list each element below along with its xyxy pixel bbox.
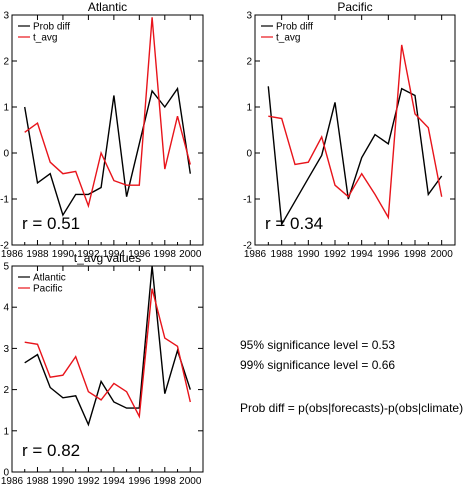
series-line-t-avg <box>268 44 443 220</box>
plot-frame <box>11 265 204 473</box>
y-tick-label: 3 <box>3 344 9 355</box>
x-tick-label: 1986 <box>1 476 24 487</box>
x-tick-label: 2000 <box>179 249 202 260</box>
x-tick-label: 1988 <box>26 249 49 260</box>
chart-title: Atlantic <box>88 0 127 14</box>
y-tick-label: 0 <box>3 149 9 160</box>
x-tick-label: 1990 <box>297 249 320 260</box>
chart-title: t_avg values <box>74 251 141 265</box>
x-tick-label: 1992 <box>324 249 347 260</box>
x-tick-label: 1992 <box>77 249 100 260</box>
y-tick-label: 2 <box>246 57 252 68</box>
y-tick-label: -2 <box>243 241 252 252</box>
x-tick-label: 1998 <box>404 249 427 260</box>
correlation-annotation: r = 0.82 <box>22 441 80 460</box>
y-tick-label: 3 <box>246 11 252 22</box>
x-tick-label: 1988 <box>26 476 49 487</box>
x-tick-label: 1994 <box>103 249 126 260</box>
y-tick-label: 1 <box>246 103 252 114</box>
significance-99-text: 99% significance level = 0.66 <box>240 358 396 372</box>
y-tick-label: 0 <box>3 468 9 479</box>
series-line-prob-diff <box>267 86 443 227</box>
y-tick-label: 5 <box>3 262 9 273</box>
x-tick-label: 2000 <box>431 249 454 260</box>
legend-label: Atlantic <box>33 273 66 284</box>
x-tick-label: 1998 <box>154 476 177 487</box>
chart-panel-2: Pacific 1986 1988 1990 1992 1994 1996 1998 2000 -… <box>243 0 456 260</box>
chart-title: Pacific <box>337 0 372 14</box>
x-tick-label: 1996 <box>128 476 151 487</box>
x-tick-label: 1998 <box>154 249 177 260</box>
y-tick-label: 2 <box>3 385 9 396</box>
x-tick-label: 1986 <box>244 249 267 260</box>
chart-panel-1: Atlantic 1986 1988 1990 1992 1994 1996 1998 2000… <box>0 0 204 260</box>
x-tick-label: 1992 <box>77 476 100 487</box>
y-tick-label: 0 <box>246 149 252 160</box>
x-tick-label: 1996 <box>128 249 151 260</box>
legend-label: Pacific <box>33 284 62 295</box>
y-tick-label: 4 <box>3 303 9 314</box>
plot-frame <box>11 14 204 246</box>
legend-label: t_avg <box>33 33 57 44</box>
x-tick-label: 1994 <box>103 476 126 487</box>
series-line-pacific <box>24 288 191 419</box>
x-tick-label: 2000 <box>179 476 202 487</box>
prob-diff-definition: Prob diff = p(obs|forecasts)-p(obs|clima… <box>240 401 464 415</box>
correlation-annotation: r = 0.34 <box>265 214 323 233</box>
series-line-prob-diff <box>24 86 191 217</box>
y-tick-label: -1 <box>0 195 9 206</box>
x-tick-label: 1990 <box>52 476 75 487</box>
y-tick-label: 3 <box>3 11 9 22</box>
y-tick-label: -1 <box>243 195 252 206</box>
x-tick-label: 1994 <box>351 249 374 260</box>
y-tick-label: 2 <box>3 57 9 68</box>
y-tick-label: 1 <box>3 103 9 114</box>
correlation-annotation: r = 0.51 <box>22 214 80 233</box>
legend-label: Prob diff <box>33 22 70 33</box>
series-line-t-avg <box>24 17 191 209</box>
x-tick-label: 1996 <box>377 249 400 260</box>
plot-frame <box>254 14 456 246</box>
x-tick-label: 1988 <box>271 249 294 260</box>
legend-label: Prob diff <box>276 22 313 33</box>
legend-label: t_avg <box>276 33 300 44</box>
y-tick-label: -2 <box>0 241 9 252</box>
x-tick-label: 1990 <box>52 249 75 260</box>
significance-95-text: 95% significance level = 0.53 <box>240 338 396 352</box>
x-tick-label: 1986 <box>1 249 24 260</box>
y-tick-label: 1 <box>3 426 9 437</box>
